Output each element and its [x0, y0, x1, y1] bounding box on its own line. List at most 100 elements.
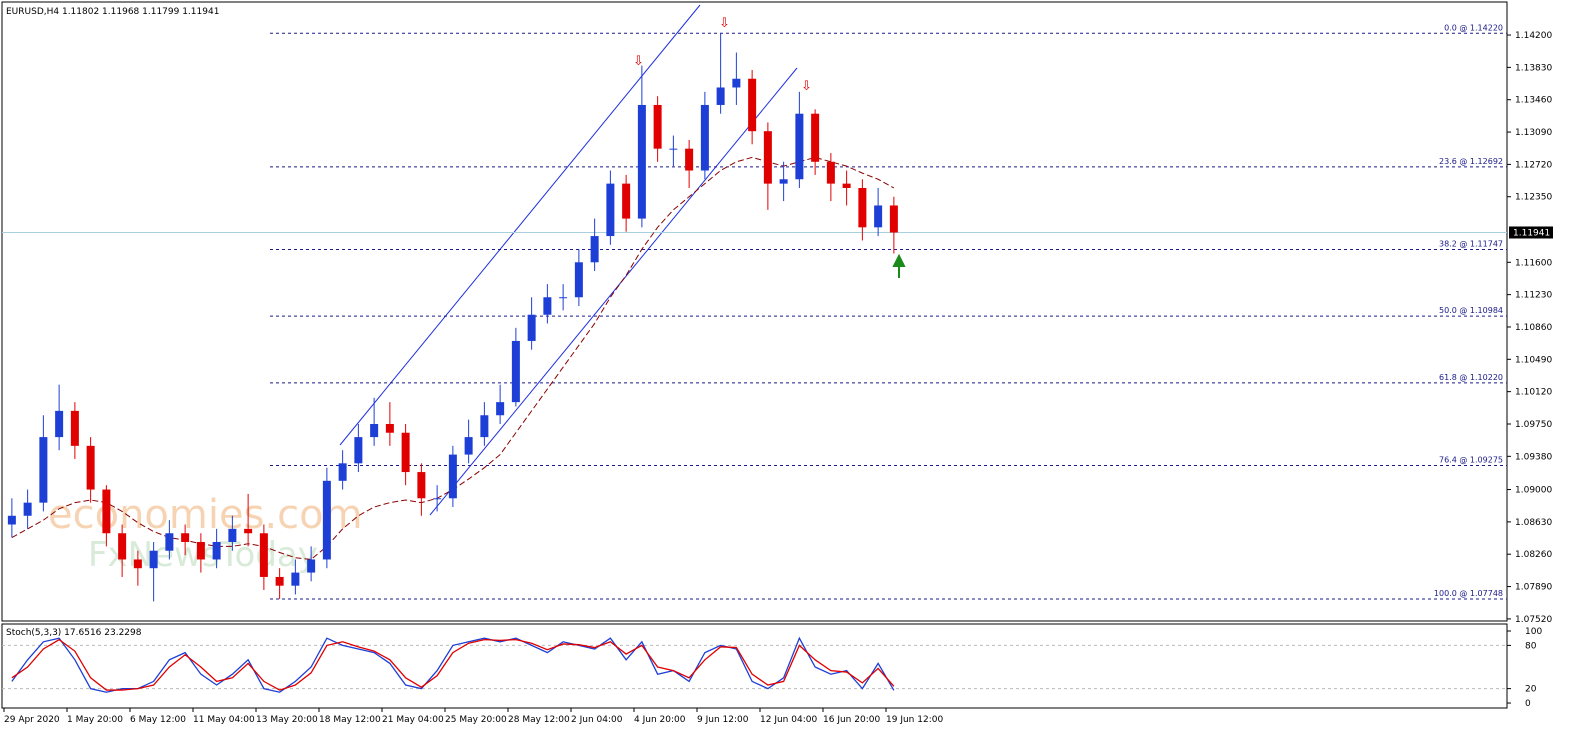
- y-tick-label: 1.07520: [1515, 615, 1552, 625]
- candle-body: [464, 437, 473, 455]
- stoch-line: [11, 638, 895, 691]
- candle-body: [55, 410, 64, 438]
- fib-label: 0.0 @ 1.14220: [1444, 23, 1503, 32]
- candle-body: [417, 472, 426, 499]
- y-tick-label: 1.07890: [1515, 583, 1552, 593]
- candle-body: [433, 498, 442, 500]
- price-box: [1509, 226, 1553, 239]
- candle-body: [70, 410, 79, 446]
- channel-line: [429, 67, 798, 516]
- x-tick-label: 19 Jun 12:00: [886, 715, 943, 725]
- candle-body: [889, 205, 898, 233]
- fib-label: 76.4 @ 1.09275: [1439, 456, 1503, 465]
- candle-body: [685, 148, 694, 171]
- candle-body: [385, 423, 394, 433]
- y-tick-label: 1.11600: [1515, 258, 1552, 268]
- candle-body: [86, 445, 95, 490]
- candle-body: [543, 297, 552, 315]
- stoch-title: Stoch(5,3,3) 17.6516 23.2298: [6, 628, 142, 638]
- candle-body: [874, 205, 883, 228]
- candle-body: [795, 113, 804, 180]
- main-panel: [1, 1, 1508, 622]
- candle-body: [354, 437, 363, 464]
- candle-body: [496, 402, 505, 416]
- stoch-line: [11, 636, 895, 693]
- candle-body: [716, 87, 725, 105]
- x-tick-label: 1 May 20:00: [67, 715, 123, 725]
- x-tick-label: 2 Jun 04:00: [571, 715, 623, 725]
- y-tick-label: 1.08630: [1515, 518, 1552, 528]
- fib-label: 61.8 @ 1.10220: [1439, 373, 1503, 382]
- y-tick-label: 1.09000: [1515, 486, 1552, 496]
- y-tick-label: 1.11230: [1515, 291, 1552, 301]
- fib-label: 100.0 @ 1.07748: [1434, 589, 1503, 598]
- x-tick-label: 6 May 12:00: [130, 715, 186, 725]
- candle-body: [700, 104, 709, 171]
- stoch-tick-label: 0: [1525, 699, 1531, 709]
- x-tick-label: 13 May 20:00: [256, 715, 318, 725]
- y-tick-label: 1.08260: [1515, 550, 1552, 560]
- fib-label: 23.6 @ 1.12692: [1439, 157, 1503, 166]
- candle-body: [149, 550, 158, 569]
- candle-body: [228, 528, 237, 542]
- candle-body: [291, 572, 300, 586]
- candle-body: [858, 187, 867, 228]
- y-tick-label: 1.13460: [1515, 96, 1552, 106]
- candle-body: [102, 489, 111, 534]
- x-tick-label: 29 Apr 2020: [4, 715, 60, 725]
- channel-line: [339, 4, 701, 446]
- x-tick-label: 28 May 12:00: [508, 715, 570, 725]
- candle-body: [338, 463, 347, 481]
- candle-body: [165, 533, 174, 551]
- candle-body: [370, 423, 379, 438]
- candle-body: [511, 340, 520, 403]
- candle-body: [322, 480, 331, 560]
- candle-body: [527, 314, 536, 341]
- y-tick-label: 1.13090: [1515, 128, 1552, 138]
- header: EURUSD,H4 1.11802 1.11968 1.11799 1.1194…: [6, 7, 219, 17]
- candle-body: [212, 541, 221, 560]
- candle-body: [763, 131, 772, 184]
- x-tick-label: 21 May 04:00: [382, 715, 444, 725]
- candle-body: [181, 533, 190, 542]
- candle-body: [480, 415, 489, 438]
- candle-body: [401, 432, 410, 473]
- stoch-tick-label: 80: [1525, 641, 1537, 651]
- candle-body: [448, 454, 457, 499]
- y-tick-label: 1.10120: [1515, 388, 1552, 398]
- candle-body: [196, 541, 205, 560]
- candle-body: [118, 533, 127, 560]
- y-tick-label: 1.14200: [1515, 31, 1552, 41]
- candle-body: [7, 515, 16, 525]
- x-tick-label: 25 May 20:00: [445, 715, 507, 725]
- candle-body: [622, 183, 631, 219]
- candle-body: [23, 502, 32, 516]
- candle-body: [259, 533, 268, 577]
- y-tick-label: 1.09750: [1515, 420, 1552, 430]
- down-arrow: ⇩: [801, 79, 812, 94]
- candle-body: [559, 297, 568, 299]
- candle-body: [653, 104, 662, 149]
- up-arrow: [892, 253, 906, 278]
- candle-body: [748, 78, 757, 132]
- x-tick-label: 18 May 12:00: [319, 715, 381, 725]
- stoch-tick-label: 20: [1525, 685, 1537, 695]
- candle-body: [307, 559, 316, 573]
- down-arrow: ⇩: [719, 16, 730, 31]
- y-tick-label: 1.10490: [1515, 355, 1552, 365]
- stoch-tick-label: 100: [1525, 627, 1542, 637]
- fib-label: 50.0 @ 1.10984: [1439, 306, 1503, 315]
- candle-body: [779, 179, 788, 184]
- candle-body: [637, 104, 646, 219]
- candle-body: [669, 148, 678, 150]
- x-tick-label: 11 May 04:00: [193, 715, 255, 725]
- candle-body: [133, 559, 142, 569]
- candle-body: [732, 78, 741, 88]
- candle-body: [244, 528, 253, 534]
- y-tick-label: 1.12350: [1515, 193, 1552, 203]
- candle-body: [811, 113, 820, 162]
- candle-body: [39, 437, 48, 503]
- stoch-panel: [1, 623, 1508, 709]
- fib-label: 38.2 @ 1.11747: [1439, 239, 1503, 248]
